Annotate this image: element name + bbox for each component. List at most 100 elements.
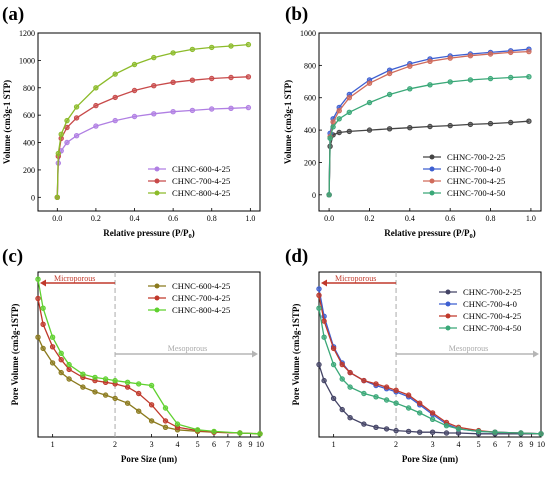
data-point [407, 86, 413, 92]
data-point [58, 131, 64, 138]
series-3 [54, 41, 252, 201]
x-tick-label: 1 [332, 440, 336, 449]
data-point [487, 120, 494, 127]
data-point [361, 390, 367, 397]
data-point [347, 384, 353, 390]
data-point [386, 126, 393, 132]
y-tick-label: 0 [312, 191, 316, 200]
data-point [347, 369, 353, 376]
meso-label: Mesoporous [449, 344, 489, 353]
data-point [443, 430, 450, 436]
x-tick-label: 0.4 [130, 214, 140, 223]
x-axis-label-sub: 0 [188, 233, 191, 240]
y-axis-label: Pore Volume (cm3g-1STP) [291, 304, 301, 406]
data-point [170, 79, 176, 86]
legend-entry: CHNC-700-4-25 [172, 293, 230, 303]
legend-entry: CHNC-700-4-25 [447, 176, 505, 186]
x-axis-label-sub: 0 [469, 233, 472, 240]
series-4 [316, 305, 544, 437]
data-point [151, 111, 157, 117]
data-point [405, 392, 412, 398]
data-point [102, 392, 109, 398]
data-point [417, 410, 423, 416]
panel-label: (b) [285, 4, 308, 25]
y-tick-label: 200 [304, 158, 316, 167]
data-point [131, 113, 138, 120]
x-axis-label-part: Relative pressure (P/P [384, 228, 470, 238]
data-point [455, 426, 462, 432]
y-tick-label: 400 [304, 126, 316, 135]
legend-entry: CHNC-700-2-25 [447, 152, 505, 162]
data-point [407, 63, 413, 69]
data-point [393, 400, 399, 406]
x-tick-label: 0.8 [486, 214, 496, 223]
x-tick-label: 1.0 [526, 214, 536, 223]
data-point [58, 350, 64, 356]
data-point [508, 49, 514, 56]
series-line [318, 364, 541, 435]
y-tick-label: 200 [23, 166, 35, 175]
x-tick-label: 1 [51, 440, 55, 449]
y-axis-label: Pore Volume (cm3g-1STP) [10, 304, 20, 406]
y-tick-label: 800 [304, 61, 316, 70]
series-4 [326, 74, 532, 198]
x-tick-label: 6 [493, 440, 497, 449]
data-point [346, 128, 352, 135]
legend-swatch-marker [154, 283, 160, 289]
data-point [405, 405, 412, 411]
data-point [237, 430, 243, 436]
data-point [211, 428, 217, 435]
data-point [92, 374, 98, 381]
legend-swatch-marker [429, 178, 435, 184]
data-point [429, 410, 436, 416]
data-point [526, 48, 532, 55]
legend-swatch-marker [445, 301, 451, 307]
legend-entry: CHNC-700-4-25 [172, 176, 230, 186]
data-point [393, 427, 399, 434]
panel-label: (a) [2, 4, 24, 25]
data-point [151, 54, 157, 61]
series-line [318, 295, 542, 435]
panel-label: (c) [2, 246, 23, 267]
legend-entry: CHNC-600-4-25 [172, 281, 230, 291]
data-point [80, 384, 86, 390]
meso-label: Mesoporous [168, 344, 208, 353]
x-axis-label: Relative pressure (P/P0) [103, 228, 194, 240]
x-tick-label: 0.8 [207, 214, 217, 223]
chart-panel-2: (b) 0.0 0.2 0.4 0.6 0.8 1.0 0 200 400 600 800 1000 Re… [283, 4, 542, 240]
data-point [112, 377, 118, 384]
legend-swatch-marker [154, 166, 160, 172]
x-tick-label: 8 [519, 440, 523, 449]
legend-entry: CHNC-700-4-50 [463, 323, 521, 333]
data-point [386, 91, 393, 98]
data-point [148, 418, 155, 424]
series-3 [35, 276, 263, 437]
x-tick-label: 4 [175, 440, 179, 449]
x-tick-label: 2 [113, 440, 117, 449]
y-tick-label: 600 [304, 94, 316, 103]
data-point [64, 117, 70, 124]
data-point [58, 369, 64, 376]
x-tick-label: 0.0 [52, 214, 62, 223]
x-tick-label: 0.6 [168, 214, 178, 223]
data-point [447, 55, 453, 61]
data-point [189, 107, 196, 114]
x-tick-label: 10 [256, 440, 264, 449]
data-point [209, 106, 215, 112]
data-point [393, 387, 399, 393]
data-point [526, 118, 532, 124]
data-point [55, 150, 61, 157]
data-point [194, 427, 201, 433]
legend-entry: CHNC-800-4-25 [172, 188, 230, 198]
micro-label: Microporous [335, 274, 376, 283]
data-point [467, 53, 474, 59]
series-line [56, 43, 249, 198]
data-point [475, 428, 482, 435]
data-point [336, 108, 342, 114]
data-point [336, 129, 342, 136]
data-point [66, 366, 72, 373]
x-tick-label: 3 [431, 440, 435, 449]
data-point [245, 104, 252, 111]
data-point [321, 334, 327, 340]
data-point [124, 400, 131, 406]
